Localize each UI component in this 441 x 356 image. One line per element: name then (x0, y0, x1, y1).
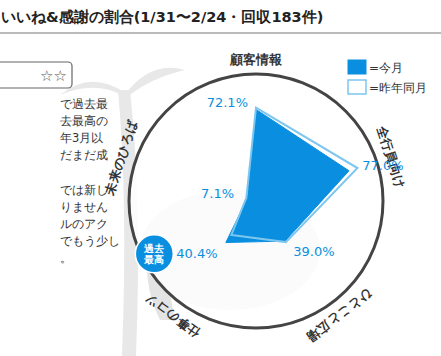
plot: 顧客情報全行員向けひとこと広場 仕事のコツ 未来のひろば 72.1% 77.0% 39.0… (101, 52, 408, 345)
palm-leaves (60, 68, 185, 98)
category-label: 未来のひろば (101, 117, 140, 198)
body-text: ルのアク (60, 217, 108, 231)
body-text: で過去最 (60, 97, 108, 111)
body-text: 。 (60, 251, 72, 265)
data-label: 40.4% (176, 246, 217, 261)
body-text: りません (60, 200, 108, 214)
title: いいね&感謝の割合(1/31〜2/24・回収183件) (1, 9, 323, 25)
rating-box (0, 62, 72, 88)
body-text: でもう少し (60, 234, 120, 248)
body-text: では新し (60, 183, 108, 197)
chart: いいね&感謝の割合(1/31〜2/24・回収183件) ☆☆ で過去最去最高の年3月… (0, 0, 441, 356)
category-label: 仕事のコツ (142, 291, 204, 342)
body-text: だまだ成 (60, 148, 108, 162)
marks (226, 108, 358, 243)
body-text: 年3月以 (60, 131, 103, 145)
legend: =今月 =昨年同月 (348, 60, 427, 95)
radial-axis-frame (129, 74, 383, 328)
badge-text: 過去最高 (143, 243, 164, 265)
category-label: 顧客情報 (229, 52, 283, 67)
rating: ☆☆ (40, 67, 67, 85)
body-text: 去最高の (60, 114, 108, 128)
data-label: 72.1% (207, 95, 248, 110)
category-label: ひとこと広場 (304, 287, 376, 345)
title-rule (0, 32, 441, 34)
legend-label: =昨年同月 (369, 81, 427, 95)
data-label: 77.0% (362, 158, 403, 173)
line (231, 108, 357, 242)
legend-swatch (348, 80, 366, 94)
badge (135, 235, 173, 273)
legend-label: =今月 (369, 61, 403, 75)
legend-swatch (348, 60, 366, 74)
data-label: 39.0% (293, 244, 334, 259)
area (226, 109, 349, 242)
data-label: 7.1% (201, 186, 234, 201)
category-label: 全行員向け (374, 123, 409, 190)
